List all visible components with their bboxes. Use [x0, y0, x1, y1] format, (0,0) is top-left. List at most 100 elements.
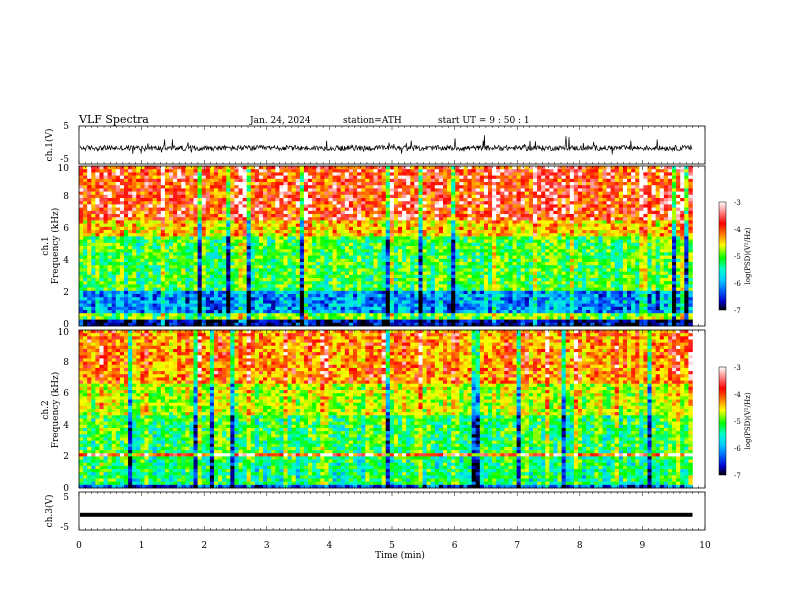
- spectrogram-cell: [545, 194, 550, 199]
- spectrogram-cell: [275, 169, 280, 173]
- spectrogram-cell: [582, 210, 587, 215]
- spectrogram-cell: [508, 182, 513, 186]
- spectrogram-cell: [655, 236, 661, 240]
- spectrogram-cell: [250, 223, 256, 228]
- spectrogram-cell: [512, 182, 517, 186]
- panel-ch1-waveform: 5 -5 ch.1(V): [44, 122, 706, 165]
- spectrogram-cell: [340, 201, 346, 205]
- spectrogram-cell: [173, 204, 178, 208]
- spectrogram-cell: [369, 214, 374, 218]
- spectrogram-cell: [606, 249, 611, 253]
- spectrogram-cell: [532, 185, 538, 189]
- spectrogram-cell: [434, 233, 440, 237]
- spectrogram-cell: [246, 185, 252, 189]
- spectrogram-cell: [128, 255, 133, 260]
- spectrogram-cell: [218, 169, 223, 173]
- spectrogram-cell: [655, 172, 661, 176]
- spectrogram-cell: [324, 252, 329, 256]
- spectrogram-cell: [152, 249, 158, 253]
- spectrogram-cell: [148, 258, 153, 263]
- spectrogram-cell: [631, 220, 636, 224]
- spectrogram-cell: [487, 262, 493, 266]
- spectrogram-cell: [582, 191, 587, 196]
- spectrogram-cell: [528, 236, 534, 240]
- spectrogram-cell: [622, 252, 628, 256]
- spectrogram-cell: [111, 198, 117, 202]
- spectrogram-cell: [148, 230, 153, 234]
- spectrogram-cell: [230, 185, 235, 189]
- spectrogram-cell: [312, 217, 317, 221]
- spectrogram-cell: [365, 185, 370, 189]
- spectrogram-cell: [299, 265, 305, 269]
- spectrogram-cell: [565, 223, 571, 228]
- spectrogram-cell: [418, 223, 423, 228]
- spectrogram-cell: [410, 255, 415, 260]
- spectrogram-cell: [483, 207, 489, 212]
- spectrogram-cell: [483, 220, 489, 224]
- spectrogram-cell: [230, 207, 235, 212]
- spectrogram-cell: [385, 252, 391, 256]
- spectrogram-cell: [487, 258, 493, 263]
- spectrogram-cell: [79, 188, 84, 192]
- spectrogram-cell: [242, 265, 247, 269]
- spectrogram-cell: [275, 230, 280, 234]
- spectrogram-cell: [185, 252, 190, 256]
- spectrogram-cell: [389, 172, 395, 176]
- spectrogram-cell: [418, 185, 423, 189]
- spectrogram-cell: [250, 207, 256, 212]
- spectrogram-cell: [357, 169, 362, 173]
- spectrogram-cell: [594, 220, 599, 224]
- spectrogram-cell: [590, 255, 595, 260]
- spectrogram-cell: [434, 230, 440, 234]
- spectrogram-cell: [152, 191, 158, 196]
- spectrogram-cell: [545, 172, 550, 176]
- spectrogram-cell: [185, 169, 190, 173]
- spectrogram-cell: [275, 242, 280, 247]
- spectrogram-cell: [443, 239, 448, 244]
- spectrogram-cell: [520, 249, 526, 253]
- spectrogram-cell: [173, 233, 178, 237]
- spectrogram-cell: [455, 246, 460, 250]
- spectrogram-cell: [594, 239, 599, 244]
- spectrogram-cell: [373, 210, 378, 215]
- spectrogram-cell: [185, 246, 190, 250]
- spectrogram-cell: [438, 217, 444, 221]
- spectrogram-cell: [537, 178, 542, 183]
- spectrogram-cell: [569, 217, 575, 221]
- spectrogram-cell: [443, 255, 448, 260]
- spectrogram-cell: [467, 230, 472, 234]
- spectrogram-cell: [402, 210, 407, 215]
- spectrogram-cell: [647, 226, 652, 231]
- spectrogram-cell: [672, 207, 677, 212]
- spectrogram-cell: [209, 233, 215, 237]
- spectrogram-cell: [336, 182, 342, 186]
- spectrogram-cell: [676, 252, 681, 256]
- spectrogram-cell: [128, 262, 133, 266]
- spectrogram-cell: [598, 204, 603, 208]
- spectrogram-cell: [373, 166, 378, 170]
- spectrogram-cell: [479, 258, 485, 263]
- spectrogram-cell: [267, 214, 272, 218]
- spectrogram-cell: [332, 178, 337, 183]
- spectrogram-cell: [160, 166, 166, 170]
- spectrogram-cell: [549, 201, 554, 205]
- spectrogram-cell: [361, 185, 366, 189]
- spectrogram-cell: [655, 249, 661, 253]
- spectrogram-cell: [312, 214, 317, 218]
- spectrogram-cell: [398, 210, 403, 215]
- spectrogram-cell: [402, 207, 407, 212]
- spectrogram-cell: [672, 172, 677, 176]
- spectrogram-cell: [263, 175, 268, 180]
- spectrogram-cell: [95, 172, 100, 176]
- spectrogram-cell: [152, 204, 158, 208]
- spectrogram-cell: [279, 220, 284, 224]
- spectrogram-cell: [467, 242, 472, 247]
- spectrogram-cell: [512, 172, 517, 176]
- spectrogram-cell: [320, 220, 325, 224]
- spectrogram-cell: [218, 194, 223, 199]
- spectrogram-cell: [500, 233, 505, 237]
- spectrogram-cell: [107, 265, 113, 269]
- spectrogram-cell: [369, 185, 374, 189]
- spectrogram-cell: [123, 223, 129, 228]
- spectrogram-cell: [414, 169, 419, 173]
